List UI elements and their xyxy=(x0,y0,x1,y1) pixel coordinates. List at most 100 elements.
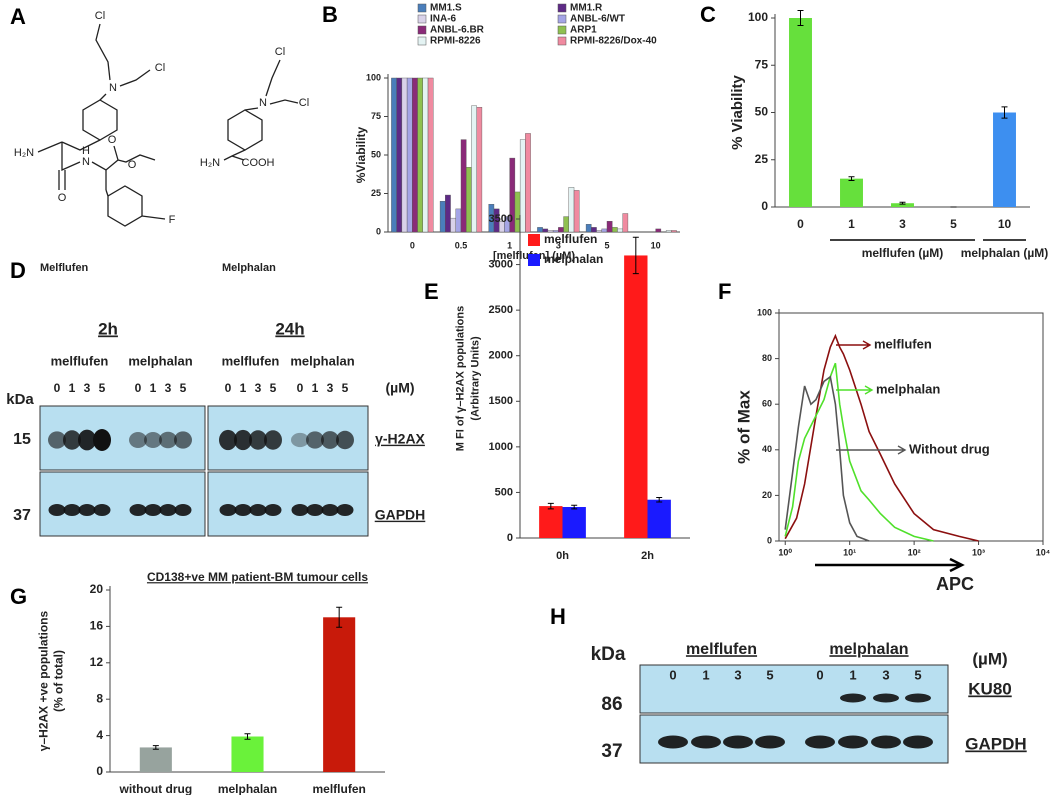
y-axis-label: (% of total) xyxy=(52,650,66,712)
panel-letter: G xyxy=(10,584,27,609)
bar xyxy=(568,187,575,233)
treatment-label: melflufen xyxy=(51,353,109,368)
atom: N xyxy=(109,82,117,94)
atom: N xyxy=(82,156,90,168)
treatment-label: melflufen xyxy=(222,353,280,368)
bar xyxy=(993,112,1016,207)
bar xyxy=(476,107,483,233)
blot-band xyxy=(78,429,96,451)
y-axis-label: %Viability xyxy=(354,126,368,183)
y-tick-label: 40 xyxy=(762,444,772,454)
y-tick-label: 0 xyxy=(96,764,103,778)
bar xyxy=(612,227,618,233)
blot-membrane xyxy=(39,471,206,537)
blot-band xyxy=(234,504,252,516)
bar xyxy=(401,77,408,233)
dose-label: 1 xyxy=(312,381,319,395)
x-axis-label: APC xyxy=(936,574,974,594)
blot-band xyxy=(723,735,753,749)
y-tick-label: 100 xyxy=(757,307,772,317)
bar xyxy=(671,230,677,233)
panel-letter: D xyxy=(10,258,26,283)
bar xyxy=(647,499,671,538)
error-bar xyxy=(632,236,639,275)
legend-label: ARP1 xyxy=(570,25,597,36)
mw-marker: 37 xyxy=(13,507,31,524)
y-tick-label: 12 xyxy=(90,655,104,669)
bar xyxy=(412,77,418,233)
mw-marker: 37 xyxy=(601,741,622,762)
blot-band xyxy=(48,504,66,516)
x-tick-label: 0 xyxy=(797,217,804,231)
y-tick-label: 75 xyxy=(371,111,381,121)
bar xyxy=(789,18,812,207)
dose-label: 5 xyxy=(342,381,349,395)
axis-arrow xyxy=(815,557,965,573)
bar xyxy=(562,507,586,538)
panel-letter: E xyxy=(424,279,439,304)
y-axis-label: γ–H2AX +ve populations xyxy=(37,610,51,751)
atom: H xyxy=(82,145,90,157)
blot-band xyxy=(873,693,899,703)
blot-band xyxy=(78,504,96,516)
error-bar xyxy=(797,9,804,27)
y-tick-label: 0 xyxy=(507,532,513,544)
bar xyxy=(450,217,456,233)
series-line xyxy=(784,333,979,542)
dose-label: 3 xyxy=(165,381,172,395)
legend-label: melphalan xyxy=(544,252,603,266)
atom: O xyxy=(128,159,137,171)
y-tick-label: 80 xyxy=(762,353,772,363)
atom: O xyxy=(108,134,117,146)
annotation-arrow xyxy=(836,445,907,455)
mw-unit: kDa xyxy=(591,644,626,665)
blot-band xyxy=(159,504,177,516)
atom: O xyxy=(58,192,67,204)
atom: Cl xyxy=(155,62,165,74)
x-tick-label: 0.5 xyxy=(455,240,468,250)
bar xyxy=(665,230,672,233)
atom: N xyxy=(259,97,267,109)
y-tick-label: 0 xyxy=(767,535,772,545)
unit-label: (µM) xyxy=(385,380,414,396)
blot-band xyxy=(219,504,237,516)
bar xyxy=(231,736,264,772)
compound-name: Melflufen xyxy=(40,262,89,274)
atom: Cl xyxy=(275,46,285,58)
x-tick-label: 1 xyxy=(507,240,512,250)
compound-name: Melphalan xyxy=(222,262,276,274)
dose-label: 1 xyxy=(702,667,709,682)
bar xyxy=(460,139,467,233)
bar xyxy=(655,228,662,233)
x-tick-label: 10³ xyxy=(972,547,985,557)
blot-band xyxy=(144,432,162,448)
bar xyxy=(139,747,172,772)
time-label: 24h xyxy=(275,319,304,338)
y-tick-label: 3500 xyxy=(489,213,513,225)
bar xyxy=(445,194,451,233)
legend-swatch xyxy=(557,25,567,35)
blot-band xyxy=(840,693,866,703)
unit-label: (µM) xyxy=(972,649,1007,668)
x-tick-label: 5 xyxy=(950,217,957,231)
x-tick-label: 0 xyxy=(410,240,415,250)
blot-band xyxy=(755,735,785,749)
y-tick-label: 16 xyxy=(90,619,104,633)
bar xyxy=(539,506,563,538)
blot-band xyxy=(63,504,81,516)
y-tick-label: 100 xyxy=(366,72,381,82)
legend-swatch xyxy=(528,254,540,266)
dose-label: 3 xyxy=(327,381,334,395)
dose-label: 0 xyxy=(225,381,232,395)
x-tick-label: 10⁰ xyxy=(778,547,792,557)
annotation-arrow xyxy=(836,340,872,350)
dose-label: 0 xyxy=(669,667,676,682)
blot-band xyxy=(321,431,339,449)
plot-frame xyxy=(778,312,1044,542)
bar xyxy=(585,224,592,233)
y-tick-label: 3000 xyxy=(489,258,513,270)
panel-letter: A xyxy=(10,4,26,29)
mw-marker: 15 xyxy=(13,431,31,448)
y-tick-label: 1500 xyxy=(489,395,513,407)
x-tick-label: 10⁴ xyxy=(1036,547,1050,557)
